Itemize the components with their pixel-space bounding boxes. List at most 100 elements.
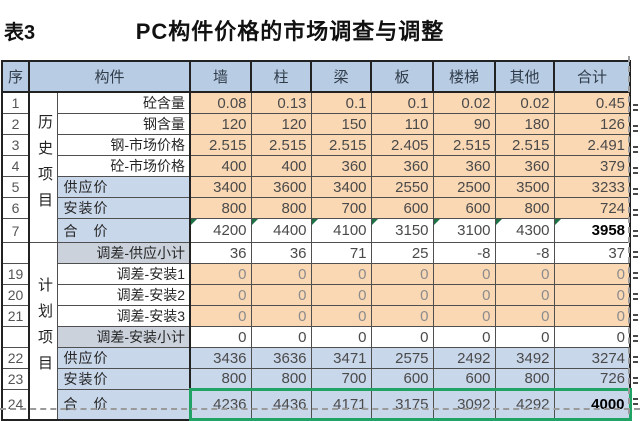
item-label-cell[interactable]: 调差-安装3: [56, 305, 192, 327]
value-cell[interactable]: 0: [494, 326, 555, 348]
value-cell[interactable]: 0: [370, 263, 434, 285]
value-cell[interactable]: 2.515: [310, 134, 372, 156]
item-label-cell[interactable]: 调差-安装小计: [56, 326, 192, 348]
seq-cell[interactable]: 19: [1, 263, 30, 285]
value-cell[interactable]: 150: [310, 113, 372, 135]
value-cell[interactable]: 0: [494, 284, 555, 306]
value-cell[interactable]: 2.405: [370, 134, 434, 156]
value-cell[interactable]: 0: [432, 326, 496, 348]
item-label-cell[interactable]: 合 价: [56, 389, 192, 420]
value-cell[interactable]: 2492: [432, 347, 496, 369]
value-cell[interactable]: 600: [432, 197, 496, 219]
value-cell[interactable]: 0: [189, 305, 252, 327]
item-label-cell[interactable]: 安装价: [56, 368, 192, 390]
seq-cell[interactable]: 5: [1, 176, 30, 198]
value-cell[interactable]: 800: [189, 368, 252, 390]
value-cell[interactable]: 0: [189, 326, 252, 348]
value-cell[interactable]: 0: [250, 284, 312, 306]
value-cell[interactable]: 800: [494, 197, 555, 219]
value-cell[interactable]: 0.02: [432, 91, 496, 114]
value-cell[interactable]: 800: [494, 368, 555, 390]
value-cell[interactable]: 0.1: [370, 91, 434, 114]
value-cell[interactable]: 0: [310, 263, 372, 285]
value-cell[interactable]: 4292: [494, 388, 555, 421]
value-cell[interactable]: 4000: [553, 388, 632, 421]
value-cell[interactable]: 0.45: [553, 91, 631, 114]
value-cell[interactable]: 400: [189, 155, 252, 177]
seq-cell[interactable]: [1, 242, 30, 264]
item-label-cell[interactable]: 调差-安装2: [56, 284, 192, 306]
value-cell[interactable]: 37: [553, 242, 631, 264]
item-label-cell[interactable]: 合 价: [56, 218, 192, 243]
value-cell[interactable]: 724: [553, 197, 631, 219]
value-cell[interactable]: 3092: [432, 388, 496, 421]
value-cell[interactable]: 2.515: [432, 134, 496, 156]
value-cell[interactable]: 4400: [250, 218, 312, 243]
col-header[interactable]: 其他: [494, 60, 556, 93]
value-cell[interactable]: 360: [310, 155, 372, 177]
item-label-cell[interactable]: 安装价: [56, 197, 192, 219]
seq-cell[interactable]: [1, 326, 30, 348]
item-label-cell[interactable]: 调差-供应小计: [56, 242, 192, 264]
value-cell[interactable]: 400: [250, 155, 312, 177]
value-cell[interactable]: 0: [310, 305, 372, 327]
value-cell[interactable]: 4436: [250, 388, 312, 421]
col-header[interactable]: 墙: [189, 60, 253, 93]
value-cell[interactable]: 0: [553, 263, 631, 285]
seq-cell[interactable]: 6: [1, 197, 30, 219]
value-cell[interactable]: 800: [250, 197, 312, 219]
value-cell[interactable]: 3100: [432, 218, 496, 243]
col-header-component[interactable]: 构件: [27, 60, 192, 93]
value-cell[interactable]: 90: [432, 113, 496, 135]
value-cell[interactable]: 180: [494, 113, 555, 135]
value-cell[interactable]: 0: [494, 263, 555, 285]
value-cell[interactable]: 0.08: [189, 91, 252, 114]
value-cell[interactable]: 0: [553, 326, 631, 348]
value-cell[interactable]: 0: [189, 284, 252, 306]
group-label-cell[interactable]: 历史项目: [28, 91, 58, 243]
value-cell[interactable]: 360: [494, 155, 555, 177]
value-cell[interactable]: 360: [370, 155, 434, 177]
value-cell[interactable]: 0: [250, 326, 312, 348]
value-cell[interactable]: -8: [432, 242, 496, 264]
value-cell[interactable]: 4300: [494, 218, 555, 243]
seq-cell[interactable]: 3: [1, 134, 30, 156]
value-cell[interactable]: 3492: [494, 347, 555, 369]
value-cell[interactable]: 0: [370, 284, 434, 306]
value-cell[interactable]: 600: [370, 368, 434, 390]
value-cell[interactable]: 2.515: [250, 134, 312, 156]
seq-cell[interactable]: 4: [1, 155, 30, 177]
item-label-cell[interactable]: 钢-市场价格: [56, 134, 192, 156]
value-cell[interactable]: 3500: [494, 176, 555, 198]
value-cell[interactable]: 0: [310, 284, 372, 306]
value-cell[interactable]: 3233: [553, 176, 631, 198]
item-label-cell[interactable]: 砼含量: [56, 91, 192, 114]
value-cell[interactable]: 3400: [310, 176, 372, 198]
value-cell[interactable]: 700: [310, 197, 372, 219]
value-cell[interactable]: 0.02: [494, 91, 555, 114]
value-cell[interactable]: 700: [310, 368, 372, 390]
value-cell[interactable]: 0: [189, 263, 252, 285]
value-cell[interactable]: 800: [189, 197, 252, 219]
value-cell[interactable]: 600: [370, 197, 434, 219]
value-cell[interactable]: 120: [250, 113, 312, 135]
group-label-cell[interactable]: 计划项目: [28, 242, 58, 420]
col-header-seq[interactable]: 序: [1, 60, 30, 93]
value-cell[interactable]: 3958: [553, 218, 631, 243]
seq-cell[interactable]: 2: [1, 113, 30, 135]
value-cell[interactable]: 36: [250, 242, 312, 264]
seq-cell[interactable]: 20: [1, 284, 30, 306]
seq-cell[interactable]: 1: [1, 91, 30, 114]
value-cell[interactable]: 2500: [432, 176, 496, 198]
seq-cell[interactable]: 7: [1, 218, 30, 243]
value-cell[interactable]: 0: [250, 305, 312, 327]
value-cell[interactable]: 25: [370, 242, 434, 264]
value-cell[interactable]: 0: [494, 305, 555, 327]
value-cell[interactable]: 2.491: [553, 134, 631, 156]
seq-cell[interactable]: 23: [1, 368, 30, 390]
value-cell[interactable]: 4171: [310, 388, 372, 421]
value-cell[interactable]: 36: [189, 242, 252, 264]
value-cell[interactable]: 3274: [553, 347, 631, 369]
value-cell[interactable]: -8: [494, 242, 555, 264]
col-header[interactable]: 板: [370, 60, 435, 93]
